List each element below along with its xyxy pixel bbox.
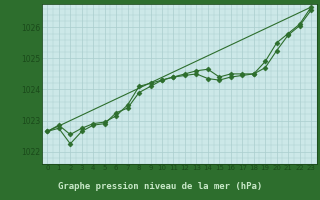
Text: Graphe pression niveau de la mer (hPa): Graphe pression niveau de la mer (hPa) — [58, 182, 262, 191]
